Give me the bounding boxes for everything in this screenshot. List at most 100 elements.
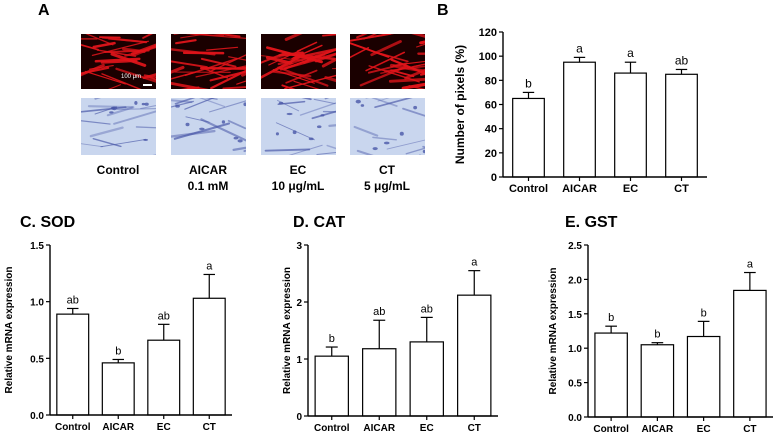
y-tick-label: 1 xyxy=(296,355,302,366)
y-tick-label: 80 xyxy=(485,75,497,87)
condition-control: Control xyxy=(78,162,158,178)
x-tick-label: EC xyxy=(157,422,171,433)
micrograph-aicar-fluorescence xyxy=(171,34,246,89)
bar xyxy=(640,344,675,418)
significance-label: b xyxy=(654,329,660,341)
x-tick-label: AICAR xyxy=(363,423,395,434)
micrograph-control-stain-image xyxy=(81,98,156,155)
y-tick-label: 2 xyxy=(296,298,302,309)
y-tick-label: 1.5 xyxy=(30,241,44,252)
condition-ec: EC 10 μg/mL xyxy=(258,162,338,194)
x-tick-label: CT xyxy=(674,183,689,195)
x-tick-label: Control xyxy=(593,424,629,435)
y-tick-label: 40 xyxy=(485,124,497,136)
chart-b-title: B xyxy=(437,2,449,19)
y-tick-label: 0.5 xyxy=(30,354,44,365)
y-tick-label: 120 xyxy=(479,27,497,39)
scale-bar-label: 100 μm xyxy=(121,74,142,80)
y-axis-label: Number of pixels (%) xyxy=(453,45,467,164)
y-tick-label: 0.0 xyxy=(30,411,44,422)
x-tick-label: EC xyxy=(623,183,638,195)
x-tick-label: EC xyxy=(697,424,711,435)
micrograph-control-stain xyxy=(81,98,156,155)
x-tick-label: AICAR xyxy=(642,424,674,435)
chart-e-title: E. GST xyxy=(565,214,618,231)
bar xyxy=(457,294,492,417)
significance-label: a xyxy=(471,257,478,269)
y-tick-label: 0.0 xyxy=(568,413,582,424)
chart-d-title: D. CAT xyxy=(293,214,346,231)
y-tick-label: 60 xyxy=(485,100,497,112)
condition-ct-dose: 5 μg/mL xyxy=(363,179,410,193)
significance-label: a xyxy=(206,260,213,272)
x-tick-label: AICAR xyxy=(562,183,597,195)
micrograph-aicar-fluorescence-image xyxy=(171,34,246,89)
x-tick-label: CT xyxy=(468,423,481,434)
bar xyxy=(192,297,226,416)
significance-label: ab xyxy=(373,306,385,318)
micrograph-ec-fluorescence xyxy=(261,34,336,89)
significance-label: a xyxy=(747,259,754,271)
condition-aicar-name: AICAR xyxy=(189,163,227,177)
y-tick-label: 2.0 xyxy=(568,275,582,286)
y-tick-label: 0.5 xyxy=(568,379,582,390)
significance-label: ab xyxy=(67,294,79,306)
y-tick-label: 0 xyxy=(491,172,497,184)
condition-control-name: Control xyxy=(96,163,140,177)
micrograph-ct-fluorescence-image xyxy=(350,34,425,89)
condition-ec-dose: 10 μg/mL xyxy=(271,179,325,193)
significance-label: b xyxy=(525,76,532,90)
significance-label: b xyxy=(329,333,335,345)
bar xyxy=(362,348,397,417)
condition-ct-name: CT xyxy=(379,163,395,177)
bar xyxy=(665,73,698,178)
bar xyxy=(733,289,767,418)
y-axis-label: Relative mRNA expression xyxy=(548,268,559,395)
bar xyxy=(56,313,90,416)
y-axis-label: Relative mRNA expression xyxy=(4,267,15,394)
condition-aicar: AICAR 0.1 mM xyxy=(168,162,248,194)
significance-label: b xyxy=(608,312,614,324)
significance-label: ab xyxy=(675,53,689,67)
panel-a-letter: A xyxy=(38,2,50,19)
micrograph-ec-stain xyxy=(261,98,336,155)
bar xyxy=(147,339,181,416)
x-tick-label: CT xyxy=(743,424,756,435)
micrograph-ct-stain-image xyxy=(350,98,425,155)
micrograph-aicar-stain-image xyxy=(171,98,246,155)
bar xyxy=(409,341,444,417)
y-tick-label: 100 xyxy=(479,51,497,63)
x-tick-label: EC xyxy=(420,423,434,434)
micrograph-aicar-stain xyxy=(171,98,246,155)
chart-b: b Control a AICAR a EC ab CT 0 20 40 60 80 100 120 Numb… xyxy=(453,27,707,195)
condition-ct: CT 5 μg/mL xyxy=(347,162,427,194)
micrograph-ct-stain xyxy=(350,98,425,155)
y-tick-label: 0 xyxy=(296,412,302,423)
scale-bar xyxy=(143,84,152,86)
micrograph-control-fluorescence xyxy=(81,34,156,89)
chart-e: b Control b AICAR b EC a CT 0.0 0.5 1.0 1.5 2.0 2.5 Re… xyxy=(548,241,773,435)
y-tick-label: 3 xyxy=(296,241,302,252)
chart-c: ab Control b AICAR ab EC a CT 0.0 0.5 1.0 1.5 Relati… xyxy=(4,241,232,433)
bar xyxy=(594,332,628,418)
significance-label: a xyxy=(627,46,634,60)
y-tick-label: 1.0 xyxy=(568,344,582,355)
x-tick-label: Control xyxy=(314,423,350,434)
condition-ec-name: EC xyxy=(289,163,307,177)
significance-label: b xyxy=(115,345,121,357)
y-tick-label: 1.5 xyxy=(568,310,582,321)
micrograph-control-fluorescence-image xyxy=(81,34,156,89)
bar xyxy=(563,61,596,178)
bar xyxy=(101,362,135,416)
x-tick-label: Control xyxy=(55,422,91,433)
condition-aicar-dose: 0.1 mM xyxy=(187,179,229,193)
chart-d: b Control ab AICAR ab EC a CT 0 1 2 3 Relative mRNA … xyxy=(282,241,498,434)
y-axis-label: Relative mRNA expression xyxy=(282,267,293,394)
y-tick-label: 2.5 xyxy=(568,241,582,252)
micrograph-ec-stain-image xyxy=(261,98,336,155)
micrograph-ct-fluorescence xyxy=(350,34,425,89)
y-tick-label: 1.0 xyxy=(30,298,44,309)
bar xyxy=(614,72,647,178)
significance-label: b xyxy=(701,307,707,319)
